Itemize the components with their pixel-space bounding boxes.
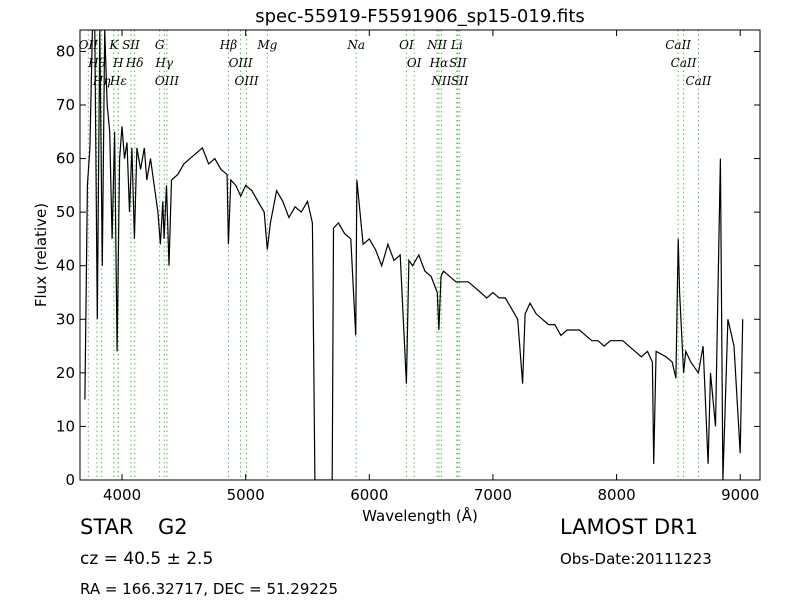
x-tick-label: 8000 bbox=[597, 486, 635, 504]
y-tick-label: 40 bbox=[56, 257, 75, 275]
spectral-line-label: NII bbox=[426, 38, 447, 52]
x-axis-label: Wavelength (Å) bbox=[362, 506, 478, 525]
plot-frame bbox=[79, 29, 761, 481]
x-tick-label: 7000 bbox=[474, 486, 512, 504]
spectral-line-label: Hδ bbox=[125, 56, 144, 70]
spectral-line-label: Hη bbox=[92, 74, 111, 88]
spectral-line-label: Hε bbox=[109, 74, 127, 88]
redshift: cz = 40.5 ± 2.5 bbox=[80, 549, 213, 569]
spectral-line-label: K bbox=[108, 38, 119, 52]
y-tick-label: 50 bbox=[56, 203, 75, 221]
spectral-line-label: OIII bbox=[229, 56, 253, 70]
spectral-line-label: CaII bbox=[686, 74, 712, 88]
x-tick-label: 9000 bbox=[721, 486, 759, 504]
y-tick-label: 30 bbox=[56, 310, 75, 328]
spectral-line-label: Li bbox=[450, 38, 463, 52]
spectral-line-label: OI bbox=[407, 56, 422, 70]
spectral-line-label: CaII bbox=[671, 56, 697, 70]
spectral-line-label: NII bbox=[430, 74, 451, 88]
x-tick-label: 6000 bbox=[350, 486, 388, 504]
y-tick-label: 10 bbox=[56, 417, 75, 435]
spectral-line-label: Mg bbox=[256, 38, 277, 52]
spectral-line-label: SII bbox=[451, 74, 469, 88]
spectral-line-label: Na bbox=[346, 38, 365, 52]
x-tick-label: 4000 bbox=[103, 486, 141, 504]
spectral-line-label: CaII bbox=[665, 38, 691, 52]
spectral-line-label: H bbox=[112, 56, 124, 70]
spectral-line-label: G bbox=[155, 38, 165, 52]
y-tick-label: 60 bbox=[56, 150, 75, 168]
spectral-line-label: OIII bbox=[235, 74, 259, 88]
y-axis-label: Flux (relative) bbox=[32, 203, 50, 307]
plot-area bbox=[84, 30, 744, 480]
spectral-line-label: SII bbox=[449, 56, 467, 70]
spectral-line-label: Hβ bbox=[219, 38, 237, 52]
spectral-line-label: OI bbox=[399, 38, 414, 52]
spectral-line-label: Hα bbox=[429, 56, 449, 70]
survey: LAMOST DR1 bbox=[560, 515, 698, 539]
spectral-line-label: OII bbox=[79, 38, 99, 52]
spectral-line-label: Hθ bbox=[87, 56, 106, 70]
object-class: STAR bbox=[80, 515, 133, 539]
y-tick-label: 80 bbox=[56, 42, 75, 60]
spectral-line-label: Hγ bbox=[154, 56, 173, 70]
spectral-line-label: OIII bbox=[155, 74, 179, 88]
chart-title: spec-55919-F5591906_sp15-019.fits bbox=[255, 6, 585, 27]
obs-date: Obs-Date:20111223 bbox=[560, 550, 712, 568]
coordinates: RA = 166.32717, DEC = 51.29225 bbox=[80, 580, 338, 598]
y-tick-label: 0 bbox=[65, 471, 75, 489]
subclass: G2 bbox=[158, 515, 188, 539]
y-tick-label: 20 bbox=[56, 364, 75, 382]
spectral-line-label: SII bbox=[122, 38, 140, 52]
y-tick-label: 70 bbox=[56, 96, 75, 114]
spectrum-line bbox=[84, 30, 744, 480]
x-tick-label: 5000 bbox=[227, 486, 265, 504]
